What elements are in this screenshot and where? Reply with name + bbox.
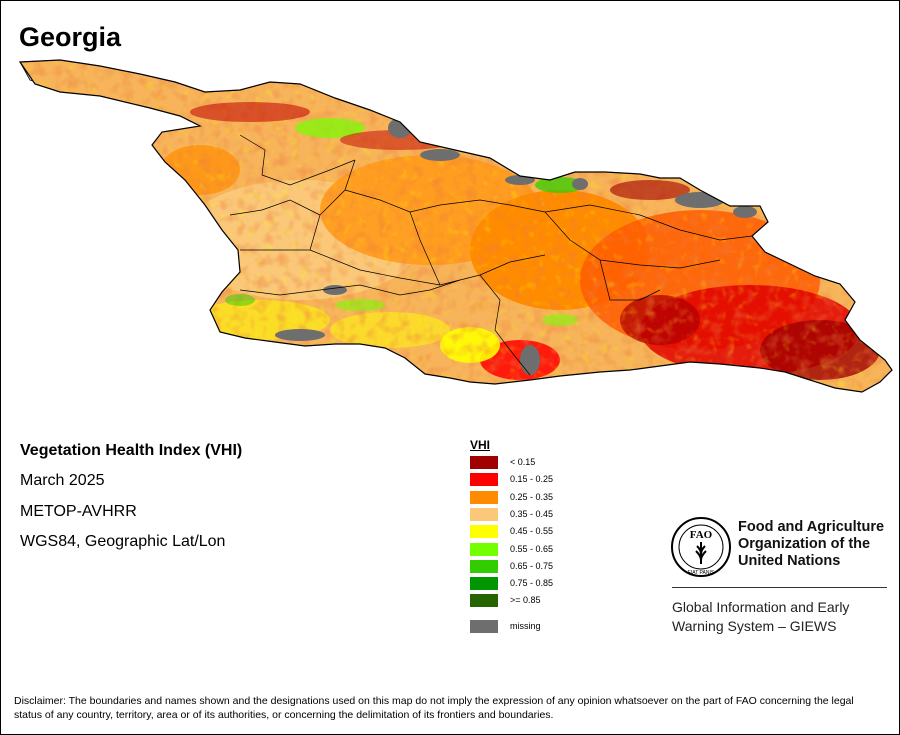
fao-logo: FAO FIAT PANIS — [671, 517, 731, 577]
vhi-map — [19, 59, 893, 393]
fao-name: Food and Agriculture Organization of the… — [738, 519, 885, 569]
legend-label: 0.35 - 0.45 — [510, 508, 554, 519]
period: March 2025 — [20, 472, 105, 489]
disclaimer: Disclaimer: The boundaries and names sho… — [14, 695, 854, 721]
legend-swatch — [470, 577, 498, 591]
legend-swatch — [470, 542, 498, 556]
legend-swatch — [470, 473, 498, 487]
legend-label: < 0.15 — [510, 457, 536, 467]
legend-swatch — [470, 594, 498, 608]
region-boundaries — [229, 134, 753, 376]
legend-label: 0.15 - 0.25 — [510, 474, 554, 485]
sensor: METOP-AVHRR — [20, 503, 137, 520]
legend-label: 0.25 - 0.35 — [510, 491, 554, 502]
logo-letters: FAO — [690, 529, 713, 541]
legend-swatch — [470, 490, 498, 504]
legend-swatch — [470, 620, 498, 633]
legend: VHI < 0.15 0.15 - 0.25 0.25 - 0.35 0.35 - 0… — [470, 438, 553, 633]
legend-label: missing — [510, 621, 541, 631]
fao-divider — [672, 587, 887, 588]
projection: WGS84, Geographic Lat/Lon — [20, 533, 226, 550]
legend-label: 0.55 - 0.65 — [510, 543, 554, 554]
legend-label: 0.65 - 0.75 — [510, 560, 554, 571]
legend-swatch — [470, 507, 498, 521]
logo-motto: FIAT PANIS — [688, 570, 715, 576]
index-name: Vegetation Health Index (VHI) — [20, 442, 243, 459]
legend-title: VHI — [470, 438, 491, 452]
legend-label: 0.75 - 0.85 — [510, 578, 554, 589]
legend-swatch — [470, 559, 498, 573]
legend-label: >= 0.85 — [510, 595, 541, 606]
legend-label: 0.45 - 0.55 — [510, 526, 554, 537]
map-title: Georgia — [19, 22, 122, 52]
legend-swatch — [470, 525, 498, 539]
legend-swatch — [470, 456, 498, 469]
giews-label: Global Information and Early Warning Sys… — [672, 599, 850, 634]
